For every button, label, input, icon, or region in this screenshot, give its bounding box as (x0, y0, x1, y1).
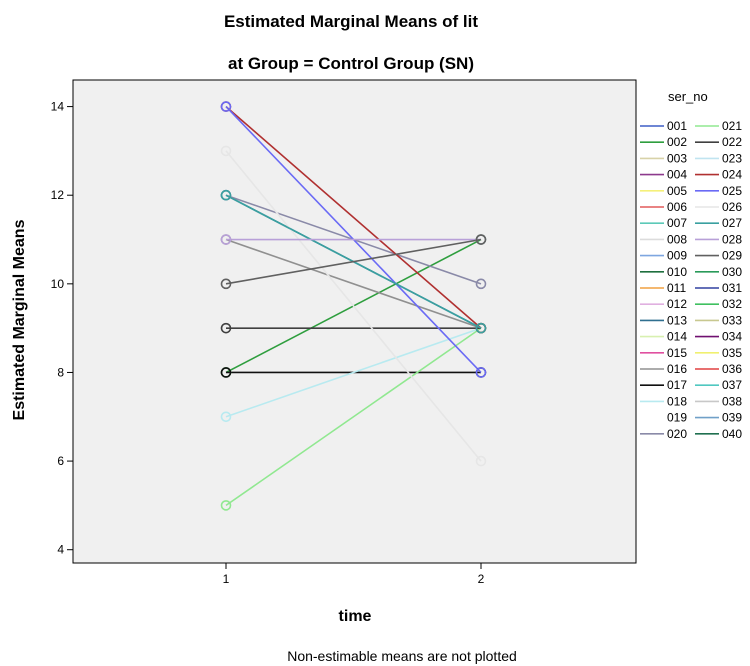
plot-area (72, 79, 637, 564)
legend-label-020: 020 (667, 427, 687, 441)
y-axis: 4 6 8 10 12 14 (51, 100, 73, 557)
chart-subtitle: at Group = Control Group (SN) (228, 54, 474, 73)
legend-label-009: 009 (667, 249, 687, 263)
data-point-027 (475, 322, 487, 334)
legend-label-007: 007 (667, 216, 687, 230)
legend-label-029: 029 (722, 249, 742, 263)
y-tick-label: 6 (57, 454, 64, 468)
y-tick-label: 12 (51, 188, 65, 202)
legend-label-002: 002 (667, 135, 687, 149)
legend-label-016: 016 (667, 362, 687, 376)
data-point-025 (475, 367, 487, 378)
legend-label-011: 011 (667, 281, 686, 295)
legend-label-004: 004 (667, 168, 687, 182)
data-point-017 (220, 367, 232, 378)
series-line-018 (225, 327, 482, 418)
legend-label-033: 033 (722, 313, 742, 327)
series-line-026 (225, 150, 482, 462)
legend-label-035: 035 (722, 346, 742, 360)
legend-label-039: 039 (722, 411, 742, 425)
data-point-020 (475, 278, 487, 290)
y-tick-label: 4 (57, 543, 64, 557)
legend-label-040: 040 (722, 427, 742, 441)
legend-label-012: 012 (667, 297, 687, 311)
data-point-028 (220, 234, 232, 245)
legend-label-025: 025 (722, 184, 742, 198)
legend-label-015: 015 (667, 346, 687, 360)
legend-label-032: 032 (722, 297, 742, 311)
legend-label-026: 026 (722, 200, 742, 214)
data-point-026 (475, 455, 487, 467)
series-line-021 (225, 327, 482, 507)
data-point-021 (220, 500, 232, 511)
chart-title: Estimated Marginal Means of lit (224, 12, 478, 31)
series-line-024 (225, 105, 482, 329)
legend-label-005: 005 (667, 184, 687, 198)
data-point-026 (220, 145, 232, 157)
series-line-016 (225, 238, 482, 329)
y-tick-label: 14 (51, 100, 65, 114)
legend-label-036: 036 (722, 362, 742, 376)
data-point-027 (220, 189, 232, 201)
y-axis-title: Estimated Marginal Means (11, 219, 28, 420)
legend-label-031: 031 (722, 281, 742, 295)
legend-label-023: 023 (722, 151, 742, 165)
y-tick-label: 8 (57, 365, 64, 379)
series-lines (225, 105, 482, 507)
data-point-022 (220, 322, 232, 334)
legend-label-013: 013 (667, 313, 687, 327)
legend-label-014: 014 (667, 330, 687, 344)
legend-label-008: 008 (667, 232, 687, 246)
series-line-029 (225, 238, 482, 285)
legend-label-028: 028 (722, 232, 742, 246)
legend-label-034: 034 (722, 330, 742, 344)
legend-label-010: 010 (667, 265, 687, 279)
legend-label-006: 006 (667, 200, 687, 214)
data-point-029 (475, 234, 487, 245)
legend: 001 002 003 004 005 006 007 008 009 010 011 012 013 0… (640, 119, 742, 441)
legend-title: ser_no (668, 89, 708, 104)
legend-label-018: 018 (667, 394, 687, 408)
footnote: Non-estimable means are not plotted (287, 648, 517, 664)
y-tick-label: 10 (51, 277, 65, 291)
legend-label-030: 030 (722, 265, 742, 279)
series-points (220, 101, 487, 511)
legend-label-027: 027 (722, 216, 742, 230)
legend-label-021: 021 (722, 119, 742, 133)
legend-label-037: 037 (722, 378, 742, 392)
x-tick-label: 1 (223, 572, 230, 586)
legend-label-017: 017 (667, 378, 687, 392)
legend-label-001: 001 (667, 119, 687, 133)
data-point-025 (220, 101, 232, 112)
data-point-018 (220, 411, 232, 423)
legend-label-022: 022 (722, 135, 742, 149)
x-tick-label: 2 (478, 572, 485, 586)
legend-label-019: 019 (667, 411, 687, 425)
x-axis-title: time (339, 608, 372, 625)
legend-label-024: 024 (722, 168, 742, 182)
legend-label-003: 003 (667, 151, 687, 165)
data-point-029 (220, 278, 232, 290)
legend-label-038: 038 (722, 394, 742, 408)
